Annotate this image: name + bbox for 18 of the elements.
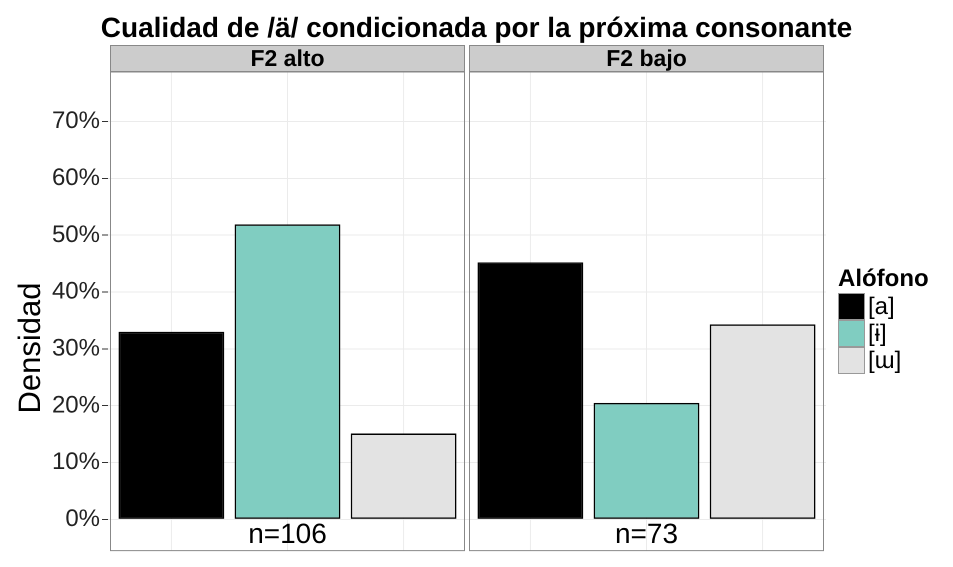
chart-title: Cualidad de /ä/ condicionada por la próxima consonante: [100, 12, 854, 44]
x-tick-label: F2 bajo: [606, 44, 687, 71]
legend-label: [a]: [868, 292, 895, 320]
annotation: n=73: [614, 518, 678, 550]
y-tick-label: 50%: [52, 220, 100, 248]
y-tick-label: 70%: [52, 107, 100, 134]
x-tick-label: F2 alto: [250, 44, 325, 71]
y-tick-label: 40%: [52, 278, 100, 305]
y-tick-label: 60%: [52, 164, 100, 191]
y-tick-label: 20%: [52, 391, 100, 418]
legend-label: [ɨ]: [868, 320, 887, 348]
y-tick-label: 10%: [52, 448, 100, 476]
y-tick-label: 0%: [65, 504, 100, 532]
y-axis-title: Densidad: [12, 282, 48, 416]
legend-label: [ɯ]: [868, 346, 902, 374]
legend-title: Alófono: [838, 265, 929, 293]
annotation: n=106: [248, 518, 327, 550]
y-tick-label: 30%: [52, 334, 100, 362]
